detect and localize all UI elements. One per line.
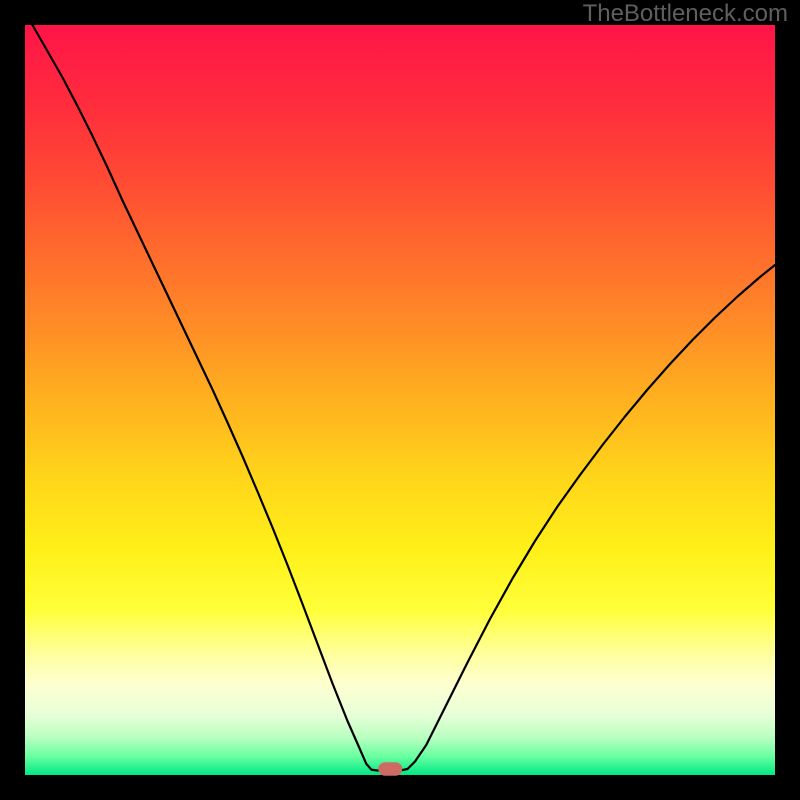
bottleneck-chart-svg — [0, 0, 800, 800]
optimal-point-marker — [378, 762, 402, 776]
plot-background — [25, 25, 775, 775]
chart-frame: TheBottleneck.com — [0, 0, 800, 800]
watermark-text: TheBottleneck.com — [583, 0, 788, 28]
